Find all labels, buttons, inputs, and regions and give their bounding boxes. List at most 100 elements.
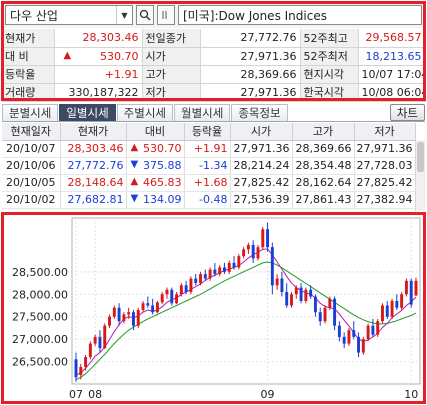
candle-body (337, 325, 341, 337)
candle-body (108, 316, 111, 326)
scrollbar-thumb[interactable] (417, 142, 424, 172)
candle-body (79, 366, 83, 376)
candle-body (184, 285, 188, 293)
quote-value: 27,772.76 (200, 29, 301, 48)
change-value: 530.70 (143, 142, 182, 155)
candle-body (275, 278, 279, 286)
quote-value-text: 330,187,322 (68, 85, 139, 99)
cell-rate: +1.91 (184, 140, 231, 158)
candle-body (151, 305, 155, 313)
tab-monthly[interactable]: 월별시세 (173, 104, 231, 121)
cell-high: 28,162.64 (292, 174, 355, 192)
column-header[interactable]: 저가 (354, 123, 416, 141)
chevron-down-icon[interactable]: ▼ (116, 6, 132, 24)
cell-date: 20/10/02 (2, 191, 61, 209)
cell-date: 20/10/06 (2, 157, 61, 175)
candle-body (294, 287, 298, 295)
candle-body (285, 292, 289, 306)
cell-close: 28,148.64 (60, 174, 127, 192)
quote-value-text: 530.70 (100, 49, 139, 63)
quote-value-text: 10/08 06:04 (361, 85, 425, 99)
tab-daily[interactable]: 일별시세 (59, 104, 116, 121)
list-icon (162, 11, 167, 19)
symbol-text: [미국]:Dow Jones Indices (183, 8, 327, 23)
symbol-field[interactable]: [미국]:Dow Jones Indices (178, 5, 422, 25)
quote-value-text: 27,971.36 (240, 49, 297, 63)
candle-body (400, 294, 404, 308)
candle-body (160, 294, 164, 303)
search-icon (139, 9, 151, 21)
quote-value-text: 10/07 17:04 (361, 67, 425, 81)
candle-body (266, 229, 270, 248)
change-value: 465.83 (143, 176, 182, 189)
ma-long-line (75, 261, 417, 380)
tab-info[interactable]: 종목정보 (231, 104, 288, 121)
candle-body (251, 244, 255, 259)
candle-body (141, 303, 145, 310)
candle-body (409, 280, 413, 305)
table-row[interactable]: 20/10/02 27,682.81 ▼ 134.09 -0.48 27,536.39 27… (2, 191, 416, 209)
quote-value-text: +1.91 (104, 67, 139, 81)
table-row[interactable]: 20/10/06 27,772.76 ▼ 375.88 -1.34 28,214.24 28… (2, 157, 416, 175)
cell-low: 27,382.94 (354, 191, 416, 209)
candle-body (218, 267, 222, 275)
column-header[interactable]: 시가 (230, 123, 293, 141)
cell-open: 28,214.24 (230, 157, 293, 175)
tab-bar: 분별시세 일별시세 주별시세 월별시세 종목정보 차트 (2, 104, 425, 122)
tab-weekly[interactable]: 주별시세 (116, 104, 173, 121)
change-value: 375.88 (143, 159, 182, 172)
chart-button[interactable]: 차트 (389, 104, 425, 121)
candle-body (347, 330, 351, 344)
daily-table: 현재일자 현재가 대비 등락율 시가 고가 저가 20/10/07 28,303.46 ▲ 530… (2, 123, 416, 209)
cell-high: 27,861.43 (292, 191, 355, 209)
cell-rate: -1.34 (184, 157, 231, 175)
market-combo[interactable]: 다우 산업 ▼ (5, 5, 133, 25)
quote-label: 52주최고 (300, 29, 359, 48)
column-header[interactable]: 대비 (126, 123, 185, 141)
candle-body (203, 274, 207, 279)
candle-body (213, 269, 217, 275)
quote-row: 현재가 28,303.46 전일종가 27,772.76 52주최고 29,568.57 (2, 29, 426, 48)
x-tick-label: 08 (88, 388, 102, 401)
cell-change: ▲ 465.83 (126, 174, 185, 192)
candle-body (246, 244, 250, 250)
candle-body (117, 307, 121, 322)
quote-table: 현재가 28,303.46 전일종가 27,772.76 52주최고 29,568.57 대… (2, 29, 426, 102)
candle-body (328, 298, 332, 308)
market-combo-value: 다우 산업 (10, 8, 58, 23)
table-row[interactable]: 20/10/07 28,303.46 ▲ 530.70 +1.91 27,971.36 28… (2, 140, 416, 158)
search-button[interactable] (136, 5, 154, 25)
column-header[interactable]: 고가 (292, 123, 355, 141)
tab-minute[interactable]: 분별시세 (2, 104, 59, 121)
y-tick-label: 27,500.00 (12, 311, 68, 324)
quote-value: 18,213.65 (358, 47, 426, 66)
quote-row: 대 비 ▲ 530.70 시가 27,971.36 52주최저 18,213.65 (2, 47, 426, 66)
quote-value: ▲ 530.70 (54, 47, 143, 66)
candle-body (385, 305, 389, 317)
candle-body (84, 357, 88, 367)
candle-body (103, 325, 107, 349)
candle-body (280, 278, 284, 293)
price-chart[interactable]: 28,500.00 28,000.00 27,500.00 27,000.00 26,5… (2, 214, 425, 403)
down-arrow-icon: ▼ (130, 193, 139, 204)
candle-body (165, 289, 169, 295)
cell-low: 27,728.03 (354, 157, 416, 175)
symbol-list-button[interactable] (157, 5, 175, 25)
table-row[interactable]: 20/10/05 28,148.64 ▲ 465.83 +1.68 27,825.42 28… (2, 174, 416, 192)
cell-change: ▼ 375.88 (126, 157, 185, 175)
cell-rate: -0.48 (184, 191, 231, 209)
quote-label: 저가 (142, 83, 201, 102)
column-header[interactable]: 등락율 (184, 123, 231, 141)
candle-body (222, 267, 226, 272)
quote-value-text: 18,213.65 (365, 49, 422, 63)
candle-body (74, 359, 78, 378)
quote-label: 시가 (142, 47, 201, 66)
column-header[interactable]: 현재가 (60, 123, 127, 141)
vertical-scrollbar[interactable] (415, 140, 425, 211)
quote-value: 28,369.66 (200, 65, 301, 84)
quote-value-text: 28,369.66 (240, 67, 297, 81)
quote-label: 전일종가 (142, 29, 201, 48)
candle-body (361, 339, 365, 353)
cell-change: ▲ 530.70 (126, 140, 185, 158)
column-header[interactable]: 현재일자 (2, 123, 61, 141)
